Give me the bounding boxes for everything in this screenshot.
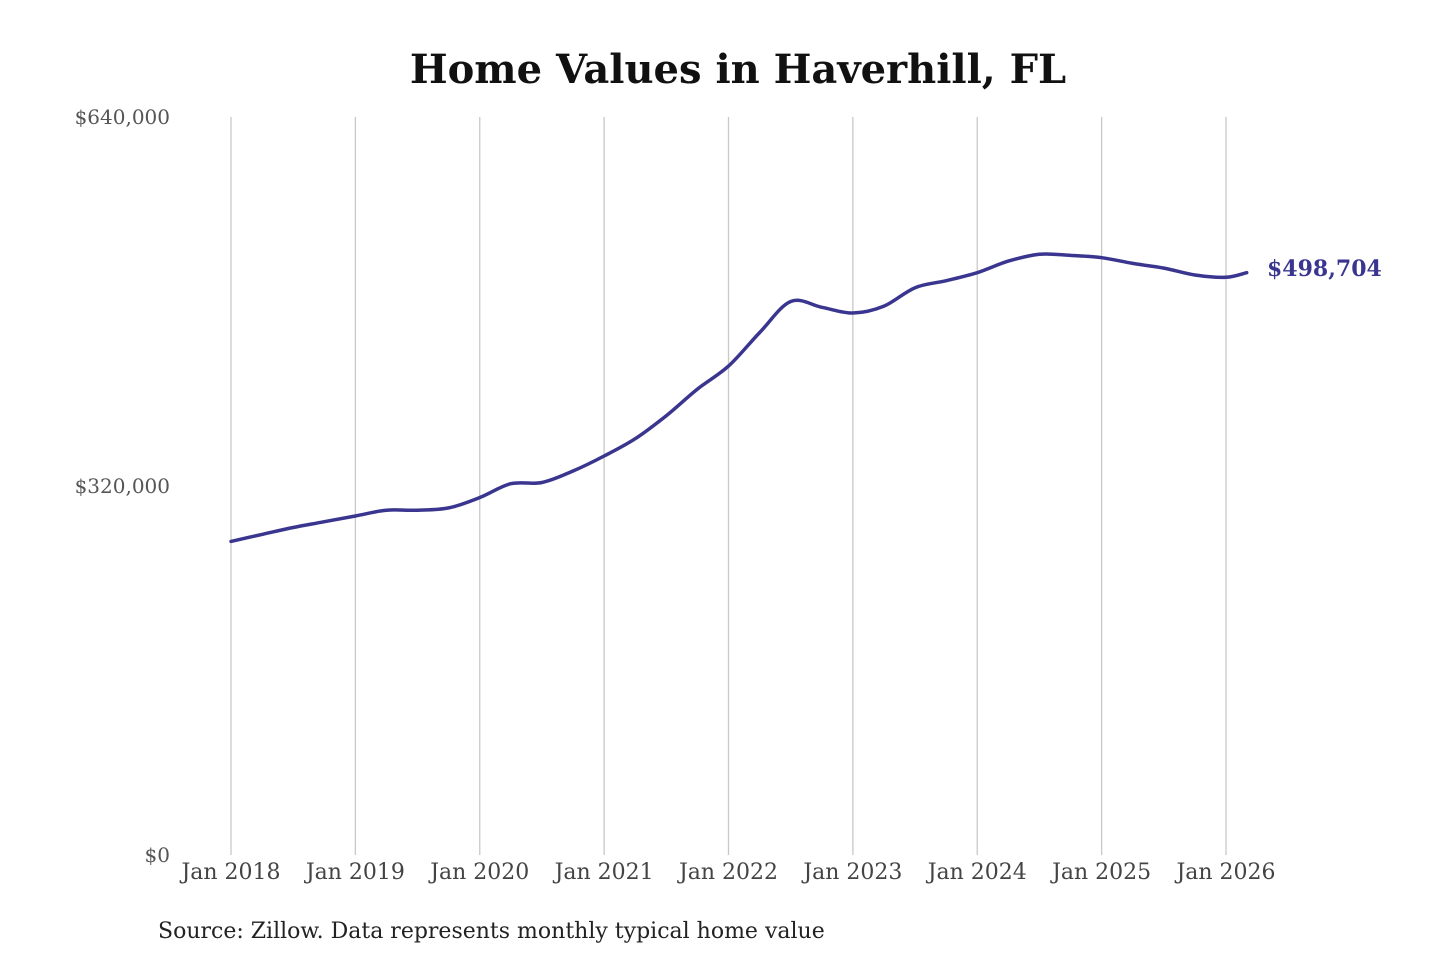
series-layer [229,252,1249,544]
y-tick-label: $640,000 [75,105,170,129]
y-axis-ticks: $0 $320,000 $640,000 [75,105,170,867]
x-tick-label: Jan 2022 [677,860,778,885]
x-tick-label: Jan 2019 [304,860,405,885]
gridlines [230,117,1227,855]
y-tick-label: $0 [145,843,170,867]
x-tick-label: Jan 2026 [1174,860,1275,885]
end-value-label: $498,704 [1267,256,1382,282]
x-axis-ticks: Jan 2018 Jan 2019 Jan 2020 Jan 2021 Jan 2022… [179,860,1275,885]
x-tick-label: Jan 2023 [801,860,902,885]
series-line [229,252,1249,544]
source-note: Source: Zillow. Data represents monthly … [158,919,825,944]
x-tick-label: Jan 2020 [428,860,529,885]
y-tick-label: $320,000 [75,474,170,498]
x-tick-label: Jan 2018 [179,860,280,885]
x-tick-label: Jan 2025 [1050,860,1151,885]
chart-title: Home Values in Haverhill, FL [410,46,1066,93]
x-tick-label: Jan 2024 [926,860,1027,885]
x-tick-label: Jan 2021 [553,860,654,885]
